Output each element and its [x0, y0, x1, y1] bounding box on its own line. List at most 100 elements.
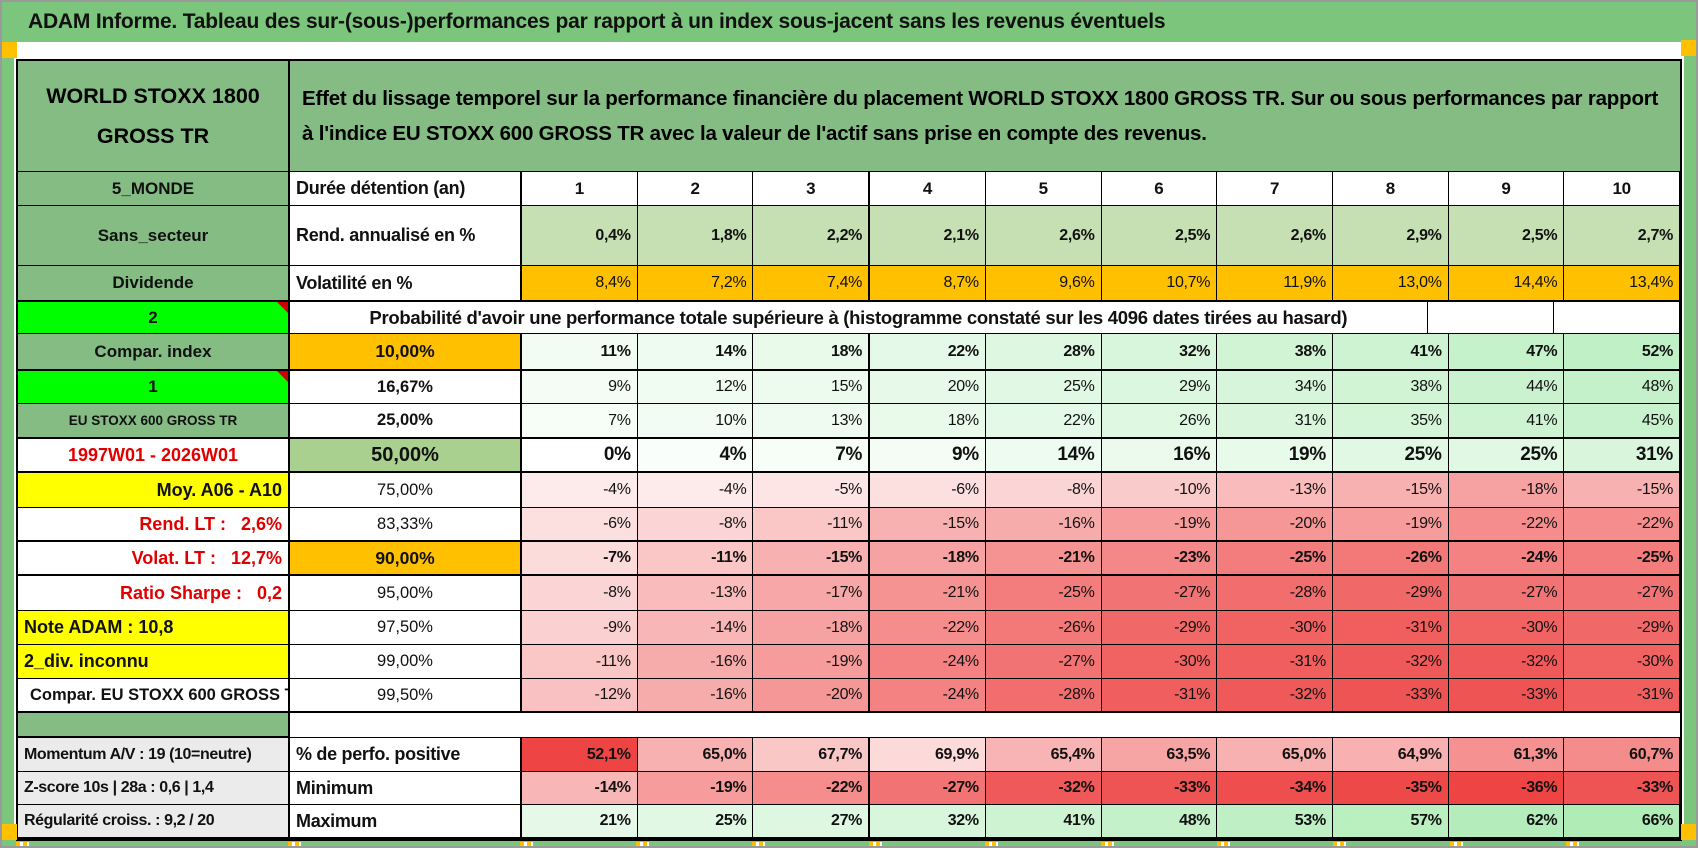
- data-cell[interactable]: -22%: [870, 611, 986, 645]
- data-cell[interactable]: 38%: [1332, 371, 1449, 404]
- metric-label-cell[interactable]: 83,33%: [290, 508, 522, 541]
- row-label-cell[interactable]: EU STOXX 600 GROSS TR: [18, 404, 290, 438]
- data-cell[interactable]: -7%: [522, 542, 638, 575]
- metric-label-cell[interactable]: 16,67%: [290, 371, 522, 404]
- data-cell[interactable]: -27%: [1448, 576, 1565, 611]
- data-cell[interactable]: 13,4%: [1564, 266, 1681, 301]
- data-cell[interactable]: 20%: [870, 371, 986, 404]
- data-cell[interactable]: -33%: [1332, 679, 1449, 712]
- data-cell[interactable]: 47%: [1448, 334, 1565, 370]
- data-cell[interactable]: 0,4%: [522, 206, 638, 266]
- data-cell[interactable]: 14%: [985, 439, 1102, 472]
- data-cell[interactable]: 26%: [1101, 404, 1218, 438]
- data-cell[interactable]: 7,2%: [637, 266, 754, 301]
- data-cell[interactable]: -8%: [637, 508, 754, 541]
- data-cell[interactable]: -8%: [522, 576, 638, 611]
- data-cell[interactable]: 52,1%: [522, 738, 638, 772]
- data-cell[interactable]: 14%: [637, 334, 754, 370]
- data-cell[interactable]: -33%: [1564, 772, 1681, 805]
- data-cell[interactable]: 67,7%: [753, 738, 871, 772]
- data-cell[interactable]: -24%: [870, 679, 986, 712]
- data-cell[interactable]: 19%: [1217, 439, 1333, 472]
- data-cell[interactable]: 7,4%: [753, 266, 871, 301]
- data-cell[interactable]: -21%: [870, 576, 986, 611]
- data-cell[interactable]: 7%: [753, 439, 871, 472]
- row-label-cell[interactable]: Rend. LT : 2,6%: [18, 508, 290, 541]
- data-cell[interactable]: 9%: [522, 371, 638, 404]
- row-label-cell[interactable]: Volat. LT : 12,7%: [18, 542, 290, 575]
- data-cell[interactable]: 1,8%: [637, 206, 754, 266]
- data-cell[interactable]: -15%: [753, 542, 871, 575]
- empty-cell[interactable]: [290, 713, 1680, 737]
- data-cell[interactable]: 14,4%: [1448, 266, 1565, 301]
- data-cell[interactable]: 9,6%: [985, 266, 1102, 301]
- data-cell[interactable]: 13%: [753, 404, 871, 438]
- data-cell[interactable]: -30%: [1101, 645, 1218, 679]
- data-cell[interactable]: -35%: [1332, 772, 1449, 805]
- data-cell[interactable]: 2,9%: [1332, 206, 1449, 266]
- col-header-cell[interactable]: 3: [753, 172, 871, 206]
- data-cell[interactable]: 15%: [753, 371, 871, 404]
- data-cell[interactable]: -19%: [1332, 508, 1449, 541]
- data-cell[interactable]: 34%: [1217, 371, 1333, 404]
- description-cell[interactable]: Effet du lissage temporel sur la perform…: [290, 61, 1680, 172]
- data-cell[interactable]: 65,0%: [1217, 738, 1333, 772]
- data-cell[interactable]: -23%: [1101, 542, 1218, 575]
- data-cell[interactable]: 69,9%: [870, 738, 986, 772]
- empty-cell[interactable]: [1427, 302, 1554, 334]
- data-cell[interactable]: -15%: [870, 508, 986, 541]
- data-cell[interactable]: -19%: [637, 772, 754, 805]
- data-cell[interactable]: 62%: [1448, 805, 1565, 838]
- metric-label-cell[interactable]: Volatilité en %: [290, 266, 522, 301]
- metric-label-cell[interactable]: 90,00%: [290, 542, 522, 575]
- data-cell[interactable]: -15%: [1564, 473, 1681, 508]
- metric-label-cell[interactable]: 99,50%: [290, 679, 522, 712]
- col-header-cell[interactable]: 9: [1448, 172, 1565, 206]
- row-label-cell[interactable]: Compar. EU STOXX 600 GROSS TR: [18, 679, 290, 712]
- data-cell[interactable]: 66%: [1564, 805, 1681, 838]
- data-cell[interactable]: 60,7%: [1564, 738, 1681, 772]
- data-cell[interactable]: -32%: [1332, 645, 1449, 679]
- data-cell[interactable]: 2,6%: [985, 206, 1102, 266]
- data-cell[interactable]: -12%: [522, 679, 638, 712]
- col-header-cell[interactable]: 2: [637, 172, 754, 206]
- data-cell[interactable]: -29%: [1564, 611, 1681, 645]
- data-cell[interactable]: -6%: [522, 508, 638, 541]
- data-cell[interactable]: 2,1%: [870, 206, 986, 266]
- data-cell[interactable]: 18%: [753, 334, 871, 370]
- data-cell[interactable]: 38%: [1217, 334, 1333, 370]
- data-cell[interactable]: 28%: [985, 334, 1102, 370]
- data-cell[interactable]: -29%: [1332, 576, 1449, 611]
- data-cell[interactable]: 29%: [1101, 371, 1218, 404]
- data-cell[interactable]: 8,4%: [522, 266, 638, 301]
- data-cell[interactable]: -30%: [1564, 645, 1681, 679]
- data-cell[interactable]: -24%: [1448, 542, 1565, 575]
- data-cell[interactable]: -34%: [1217, 772, 1333, 805]
- data-cell[interactable]: -8%: [985, 473, 1102, 508]
- data-cell[interactable]: 32%: [870, 805, 986, 838]
- metric-label-cell[interactable]: 99,00%: [290, 645, 522, 679]
- data-cell[interactable]: -11%: [753, 508, 871, 541]
- row-label-cell[interactable]: Régularité croiss. : 9,2 / 20: [18, 805, 290, 838]
- data-cell[interactable]: -10%: [1101, 473, 1218, 508]
- data-cell[interactable]: 41%: [1332, 334, 1449, 370]
- data-cell[interactable]: 10%: [637, 404, 754, 438]
- row-label-cell[interactable]: 5_MONDE: [18, 172, 290, 206]
- data-cell[interactable]: -22%: [753, 772, 871, 805]
- data-cell[interactable]: 32%: [1101, 334, 1218, 370]
- data-cell[interactable]: 41%: [985, 805, 1102, 838]
- probability-header-cell[interactable]: Probabilité d'avoir une performance tota…: [290, 302, 1428, 334]
- data-cell[interactable]: 45%: [1564, 404, 1681, 438]
- row-label-cell[interactable]: 2_div. inconnu: [18, 645, 290, 679]
- data-cell[interactable]: -25%: [1564, 542, 1681, 575]
- data-cell[interactable]: -36%: [1448, 772, 1565, 805]
- data-cell[interactable]: 64,9%: [1332, 738, 1449, 772]
- metric-label-cell[interactable]: Durée détention (an): [290, 172, 522, 206]
- col-header-cell[interactable]: 5: [985, 172, 1102, 206]
- data-cell[interactable]: 2,5%: [1101, 206, 1218, 266]
- data-cell[interactable]: 35%: [1332, 404, 1449, 438]
- data-cell[interactable]: 8,7%: [870, 266, 986, 301]
- data-cell[interactable]: -19%: [753, 645, 871, 679]
- data-cell[interactable]: -18%: [870, 542, 986, 575]
- data-cell[interactable]: 22%: [985, 404, 1102, 438]
